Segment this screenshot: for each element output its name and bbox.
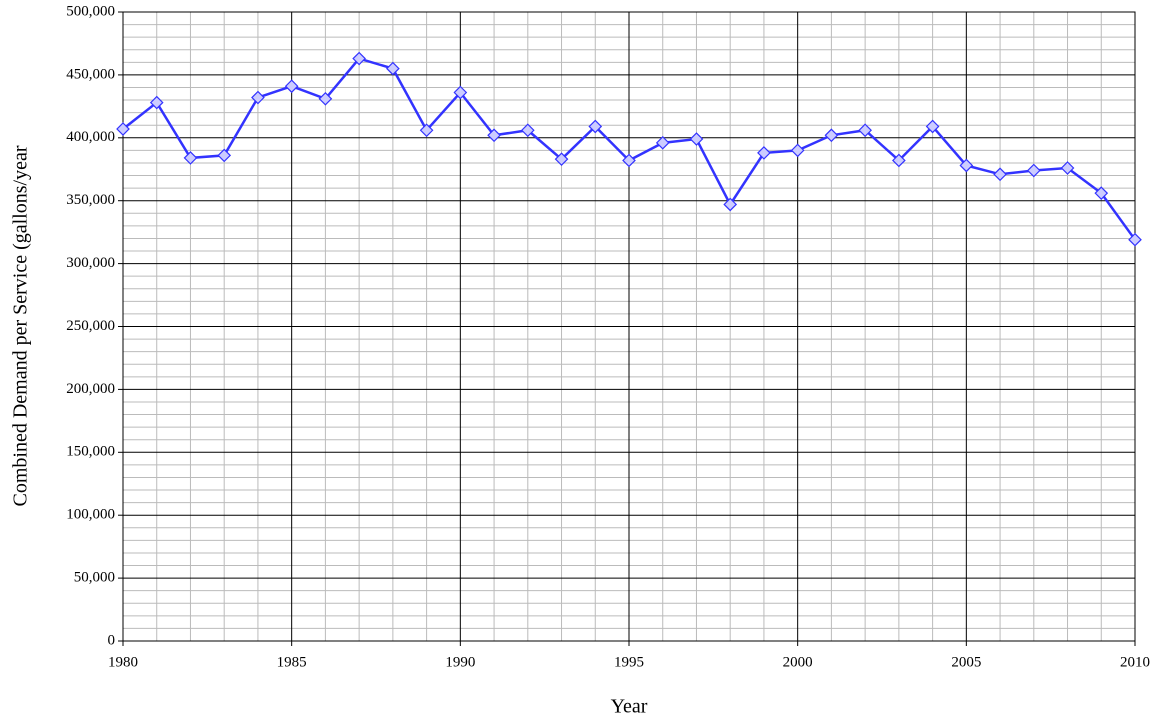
marker [318,91,333,106]
y-tick-label: 250,000 [66,318,115,334]
x-tick-label: 1980 [108,654,138,670]
x-tick-label: 2000 [783,654,813,670]
y-tick-label: 50,000 [74,570,115,586]
marker [453,85,468,100]
marker [622,153,636,168]
marker [790,143,805,158]
marker [284,79,299,94]
marker [1128,232,1142,247]
x-tick-label: 1990 [445,654,475,670]
marker [892,153,906,168]
y-tick-label: 300,000 [66,255,115,271]
marker [487,128,501,143]
marker [217,148,232,163]
marker [993,167,1007,182]
marker [723,197,738,212]
y-tick-label: 200,000 [66,381,115,397]
marker [757,146,771,160]
marker [554,152,569,167]
marker [858,123,872,138]
y-tick-label: 500,000 [66,3,115,19]
marker [183,151,198,165]
y-axis-title: Combined Demand per Service (gallons/yea… [10,145,32,506]
y-tick-label: 400,000 [66,129,115,145]
y-tick-label: 350,000 [66,192,115,208]
marker [588,119,603,134]
marker [419,123,434,138]
marker [959,158,974,173]
x-tick-label: 1985 [277,654,307,670]
x-axis-title: Year [611,696,648,718]
marker [386,61,400,76]
x-tick-label: 2005 [951,654,981,670]
x-tick-label: 2010 [1120,654,1150,670]
y-tick-label: 150,000 [66,444,115,460]
marker [689,132,704,146]
y-tick-label: 0 [108,632,116,648]
marker [116,122,130,136]
plot-frame [122,11,1136,642]
x-tick-label: 1995 [614,654,644,670]
marker [1094,186,1109,201]
marker [824,128,839,143]
y-tick-label: 100,000 [66,507,115,523]
marker [925,119,940,134]
marker [251,90,265,105]
marker [1026,163,1041,178]
marker [520,123,535,138]
marker [655,135,670,150]
marker [149,95,164,110]
marker [1060,161,1075,175]
y-tick-label: 450,000 [66,66,115,82]
marker [352,51,366,66]
